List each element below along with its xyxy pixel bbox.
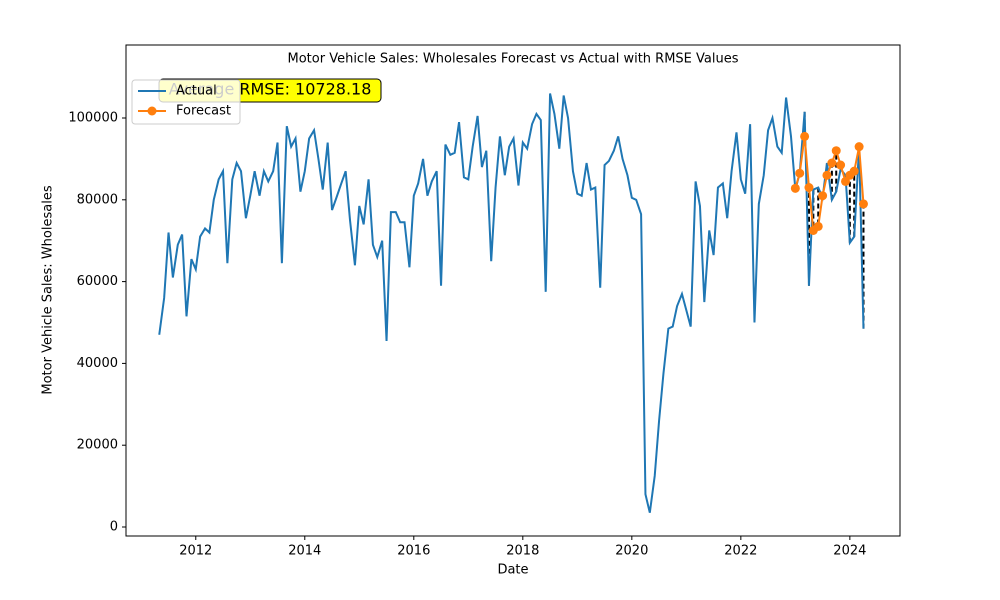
forecast-marker [831, 146, 841, 156]
y-tick-label: 40000 [77, 356, 118, 371]
y-axis-label: Motor Vehicle Sales: Wholesales [41, 185, 56, 394]
axes-frame [125, 44, 901, 537]
y-tick-label: 80000 [77, 192, 118, 207]
forecast-marker [858, 199, 868, 209]
x-tick-label: 2016 [397, 544, 430, 559]
legend-label: Actual [176, 84, 217, 99]
chart-title: Motor Vehicle Sales: Wholesales Forecast… [288, 52, 739, 67]
x-axis-label: Date [497, 563, 528, 578]
legend-label: Forecast [176, 104, 231, 119]
y-tick-label: 0 [110, 520, 118, 535]
forecast-marker [836, 160, 846, 170]
x-tick-label: 2018 [506, 544, 539, 559]
forecast-marker [822, 170, 832, 180]
forecast-marker [795, 168, 805, 178]
x-tick-label: 2012 [179, 544, 212, 559]
legend-marker [147, 106, 157, 116]
forecast-marker [818, 191, 828, 201]
series-line [158, 93, 865, 513]
forecast-marker [804, 183, 814, 193]
forecast-marker [813, 221, 823, 231]
x-tick-label: 2024 [833, 544, 866, 559]
forecast-marker [790, 183, 800, 193]
forecast-marker [849, 166, 859, 176]
x-tick-label: 2020 [615, 544, 648, 559]
x-tick-label: 2014 [288, 544, 321, 559]
forecast-marker [854, 142, 864, 152]
x-tick-label: 2022 [724, 544, 757, 559]
y-tick-label: 60000 [77, 274, 118, 289]
forecast-marker [827, 158, 837, 168]
y-tick-label: 100000 [68, 111, 118, 126]
y-tick-label: 20000 [77, 438, 118, 453]
forecast-marker [800, 131, 810, 141]
